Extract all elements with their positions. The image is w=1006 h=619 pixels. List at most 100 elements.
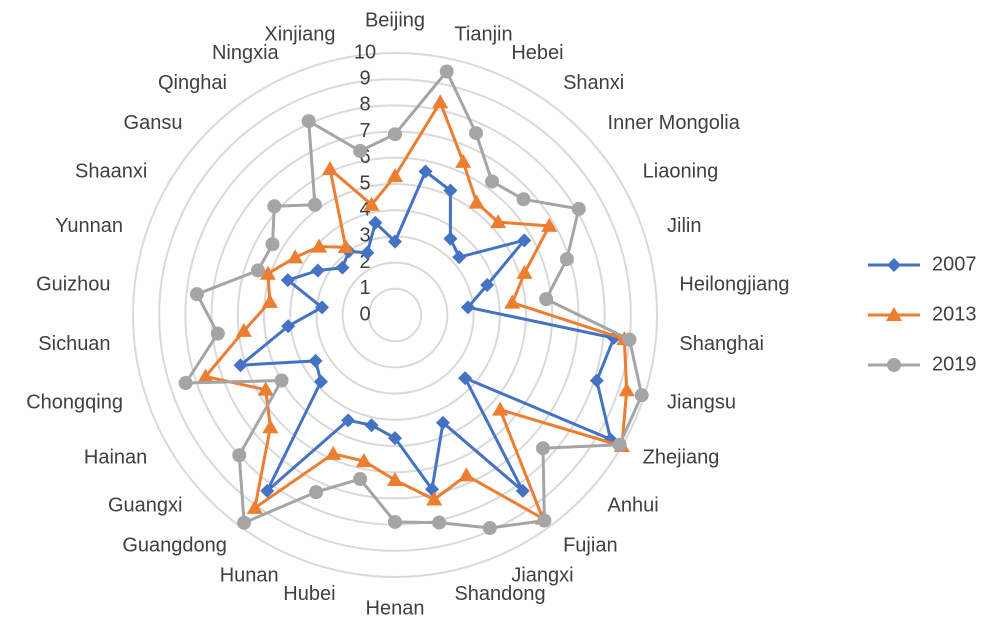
- marker: [301, 114, 316, 129]
- category-label: Shanxi: [563, 72, 624, 94]
- marker: [388, 127, 402, 142]
- marker: [537, 513, 552, 528]
- category-label: Shaanxi: [75, 160, 147, 182]
- marker: [482, 521, 497, 536]
- r-tick-label: 10: [354, 41, 376, 63]
- category-label: Anhui: [608, 495, 659, 517]
- r-tick-label: 9: [359, 67, 370, 89]
- category-label: Shanghai: [679, 333, 764, 355]
- category-label: Hunan: [220, 565, 279, 587]
- r-tick-label: 6: [359, 146, 370, 168]
- r-tick-label: 8: [359, 94, 370, 116]
- marker: [314, 374, 329, 389]
- marker: [325, 445, 342, 460]
- marker: [281, 319, 296, 334]
- marker: [886, 307, 902, 321]
- marker: [321, 160, 338, 175]
- marker: [458, 371, 473, 386]
- marker: [517, 233, 532, 248]
- marker: [432, 515, 447, 530]
- r-tick-label: 1: [359, 277, 370, 299]
- category-label: Guangdong: [122, 535, 227, 557]
- category-label: Zhejiang: [643, 446, 720, 468]
- category-label: Liaoning: [643, 160, 719, 182]
- marker: [309, 485, 324, 500]
- marker: [233, 358, 248, 373]
- marker: [388, 514, 402, 529]
- category-label: Guizhou: [36, 273, 111, 295]
- r-tick-label: 5: [359, 172, 370, 194]
- marker: [368, 215, 383, 230]
- marker: [237, 515, 252, 530]
- marker: [246, 499, 263, 514]
- marker: [197, 368, 214, 383]
- category-label: Xinjiang: [264, 24, 335, 46]
- marker: [432, 94, 449, 109]
- grid-ring: [367, 287, 423, 343]
- marker: [250, 263, 265, 278]
- marker: [280, 273, 295, 288]
- category-label: Henan: [366, 597, 425, 619]
- category-label: Hainan: [84, 446, 147, 468]
- category-label: Sichuan: [38, 333, 110, 355]
- marker: [387, 472, 403, 487]
- marker: [559, 252, 574, 267]
- marker: [425, 482, 440, 497]
- r-tick-label: 7: [359, 120, 370, 142]
- marker: [468, 126, 483, 141]
- marker: [452, 250, 467, 265]
- r-tick-label: 2: [359, 251, 370, 273]
- marker: [634, 388, 649, 403]
- r-tick-label: 3: [359, 225, 370, 247]
- category-label: Shandong: [454, 583, 545, 605]
- category-label: Hebei: [511, 42, 563, 64]
- marker: [468, 194, 485, 209]
- marker: [589, 373, 604, 388]
- marker: [189, 287, 204, 302]
- marker: [310, 263, 325, 278]
- marker: [492, 401, 509, 416]
- marker: [353, 143, 368, 158]
- marker: [418, 164, 433, 179]
- category-label: Ningxia: [212, 42, 280, 64]
- marker: [539, 292, 554, 307]
- grid-ring: [263, 183, 527, 447]
- marker: [458, 467, 475, 482]
- marker: [515, 483, 530, 498]
- category-label: Guangxi: [108, 495, 183, 517]
- marker: [388, 234, 402, 249]
- series-line: [204, 100, 629, 520]
- grid-ring: [341, 261, 449, 369]
- category-label: Jiangxi: [511, 565, 573, 587]
- marker: [259, 265, 276, 280]
- category-label: Gansu: [124, 112, 183, 134]
- marker: [178, 376, 193, 391]
- marker: [460, 300, 475, 315]
- category-label: Inner Mongolia: [608, 112, 741, 134]
- marker: [337, 239, 354, 254]
- marker: [612, 437, 627, 452]
- category-label: Heilongjiang: [679, 273, 789, 295]
- marker: [363, 196, 380, 211]
- marker: [504, 294, 521, 309]
- category-label: Chongqing: [26, 392, 123, 414]
- marker: [274, 373, 289, 388]
- marker: [353, 472, 368, 487]
- marker: [387, 168, 403, 183]
- category-label: Yunnan: [55, 215, 123, 237]
- marker: [485, 174, 500, 189]
- marker: [257, 381, 274, 396]
- marker: [364, 418, 379, 433]
- marker: [435, 415, 450, 430]
- marker: [267, 199, 282, 214]
- marker: [571, 201, 586, 216]
- marker: [887, 258, 901, 272]
- marker: [341, 413, 356, 428]
- marker: [516, 192, 531, 207]
- marker: [210, 326, 225, 341]
- marker: [388, 431, 402, 446]
- marker: [315, 300, 330, 315]
- marker: [265, 237, 280, 252]
- marker: [308, 353, 323, 368]
